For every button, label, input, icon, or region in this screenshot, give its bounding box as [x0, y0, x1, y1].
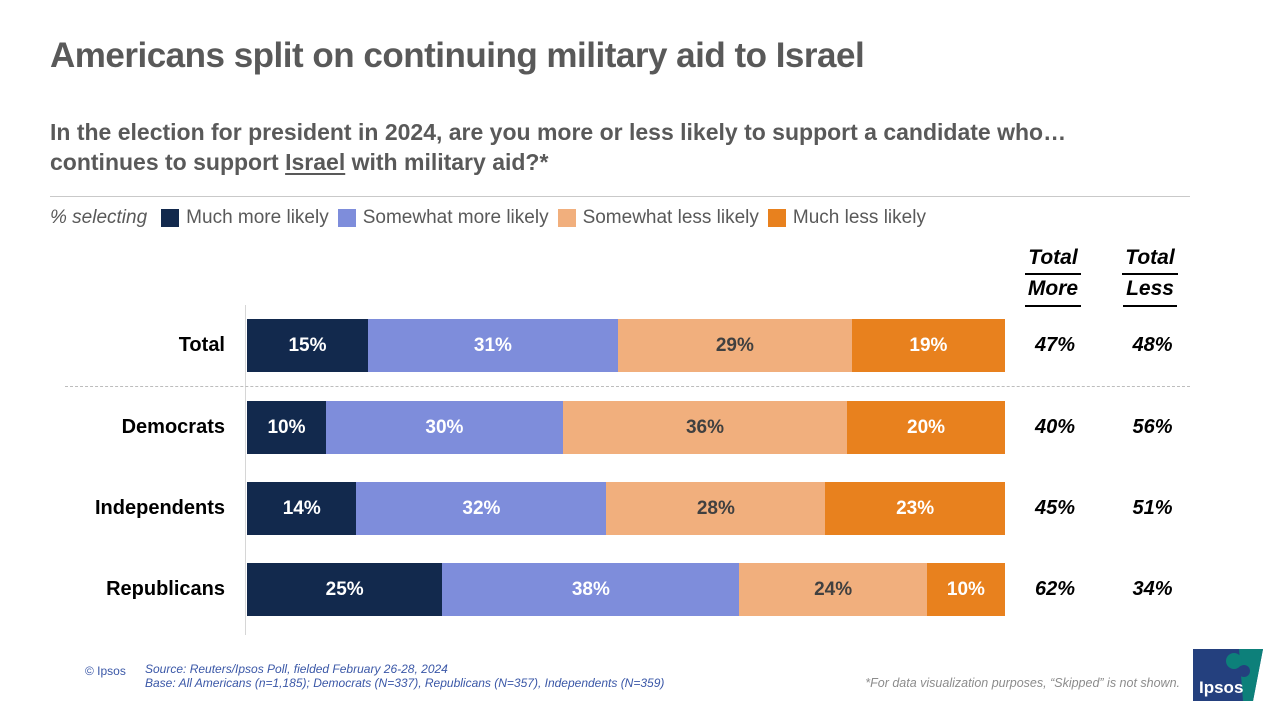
legend-item: Somewhat more likely	[337, 207, 549, 229]
total-less-value: 48%	[1132, 334, 1173, 356]
legend-prefix: % selecting	[50, 207, 148, 228]
stacked-bar: 10% 30% 36% 20%	[247, 401, 1005, 454]
total-row-separator	[65, 386, 1190, 387]
bar-segment-somewhat-less-likely: 36%	[562, 401, 848, 454]
bar-segment-somewhat-less-likely: 24%	[739, 563, 927, 616]
source-line1: Source: Reuters/Ipsos Poll, fielded Febr…	[145, 662, 448, 676]
bar-segment-somewhat-more-likely: 30%	[325, 401, 563, 454]
chart-row-independents: Independents 14% 32% 28% 23% 45% 51%	[50, 468, 1200, 549]
legend-swatch	[767, 209, 786, 227]
total-more-header-word2: More	[1024, 275, 1082, 307]
question-text: In the election for president in 2024, a…	[50, 117, 1200, 178]
total-less-header-word1: Total	[1122, 244, 1178, 276]
bar-segment-somewhat-less-likely: 28%	[606, 482, 826, 535]
legend-item: Much less likely	[767, 207, 926, 229]
bar-segment-somewhat-less-likely: 29%	[617, 319, 852, 372]
category-label: Total	[178, 334, 225, 356]
bar-segment-much-more-likely: 25%	[247, 563, 443, 616]
total-less-header: Total Less	[1100, 244, 1200, 307]
ipsos-copyright: © Ipsos	[85, 664, 126, 678]
legend-label: Somewhat less likely	[582, 207, 759, 228]
total-more-header: Total More	[1003, 244, 1103, 307]
legend-label: Much more likely	[186, 207, 329, 228]
category-label: Democrats	[121, 416, 225, 438]
divider-line	[50, 196, 1190, 197]
stacked-bar: 14% 32% 28% 23%	[247, 482, 1005, 535]
bar-segment-much-less-likely: 10%	[926, 563, 1005, 616]
legend: % selecting Much more likely Somewhat mor…	[50, 204, 926, 232]
total-more-header-word1: Total	[1025, 244, 1081, 276]
source-text: Source: Reuters/Ipsos Poll, fielded Febr…	[145, 662, 664, 690]
bar-segment-much-more-likely: 10%	[247, 401, 326, 454]
total-more-value: 40%	[1034, 416, 1076, 438]
stacked-bar: 25% 38% 24% 10%	[247, 563, 1005, 616]
legend-label: Somewhat more likely	[362, 207, 549, 228]
ipsos-logo-graphic: Ipsos	[1193, 649, 1263, 701]
total-less-value: 34%	[1132, 578, 1173, 600]
legend-label: Much less likely	[792, 207, 926, 228]
chart-row-republicans: Republicans 25% 38% 24% 10% 62% 34%	[50, 549, 1200, 630]
ipsos-logo: Ipsos	[1193, 649, 1263, 701]
bar-segment-much-less-likely: 23%	[825, 482, 1005, 535]
y-axis-line	[245, 305, 246, 635]
total-less-value: 51%	[1132, 497, 1173, 519]
legend-swatch	[337, 209, 356, 227]
bar-segment-somewhat-more-likely: 32%	[356, 482, 607, 535]
total-more-value: 45%	[1034, 497, 1076, 519]
chart-row-democrats: Democrats 10% 30% 36% 20% 40% 56%	[50, 387, 1200, 468]
legend-swatch	[161, 209, 180, 227]
total-more-value: 62%	[1034, 578, 1076, 600]
legend-item: Somewhat less likely	[557, 207, 759, 229]
question-line2-post: with military aid?*	[345, 149, 549, 176]
legend-swatch	[557, 209, 576, 227]
israel-underlined-word: Israel	[285, 149, 346, 176]
bar-segment-much-less-likely: 20%	[847, 401, 1005, 454]
bar-segment-somewhat-more-likely: 31%	[367, 319, 618, 372]
bar-segment-much-more-likely: 14%	[247, 482, 357, 535]
stacked-bar-chart: Total 15% 31% 29% 19% 47% 48% Democrats 10% 30% 36…	[50, 305, 1200, 630]
category-label: Republicans	[106, 578, 225, 600]
bar-segment-much-less-likely: 19%	[851, 319, 1005, 372]
footnote-text: *For data visualization purposes, “Skipp…	[865, 676, 1180, 690]
legend-items: Much more likely Somewhat more likely Some…	[161, 207, 926, 229]
question-line1: In the election for president in 2024, a…	[50, 119, 1067, 145]
ipsos-logo-text: Ipsos	[1199, 678, 1243, 697]
source-line2: Base: All Americans (n=1,185); Democrats…	[145, 676, 665, 690]
stacked-bar: 15% 31% 29% 19%	[247, 319, 1005, 372]
total-less-header-word2: Less	[1123, 275, 1177, 307]
total-more-value: 47%	[1034, 334, 1076, 356]
bar-segment-somewhat-more-likely: 38%	[442, 563, 740, 616]
legend-item: Much more likely	[161, 207, 329, 229]
bar-segment-much-more-likely: 15%	[247, 319, 368, 372]
chart-row-total: Total 15% 31% 29% 19% 47% 48%	[50, 305, 1200, 386]
page-title: Americans split on continuing military a…	[50, 36, 865, 75]
total-less-value: 56%	[1132, 416, 1173, 438]
question-line2-pre: continues to support	[50, 149, 286, 176]
category-label: Independents	[94, 497, 225, 519]
